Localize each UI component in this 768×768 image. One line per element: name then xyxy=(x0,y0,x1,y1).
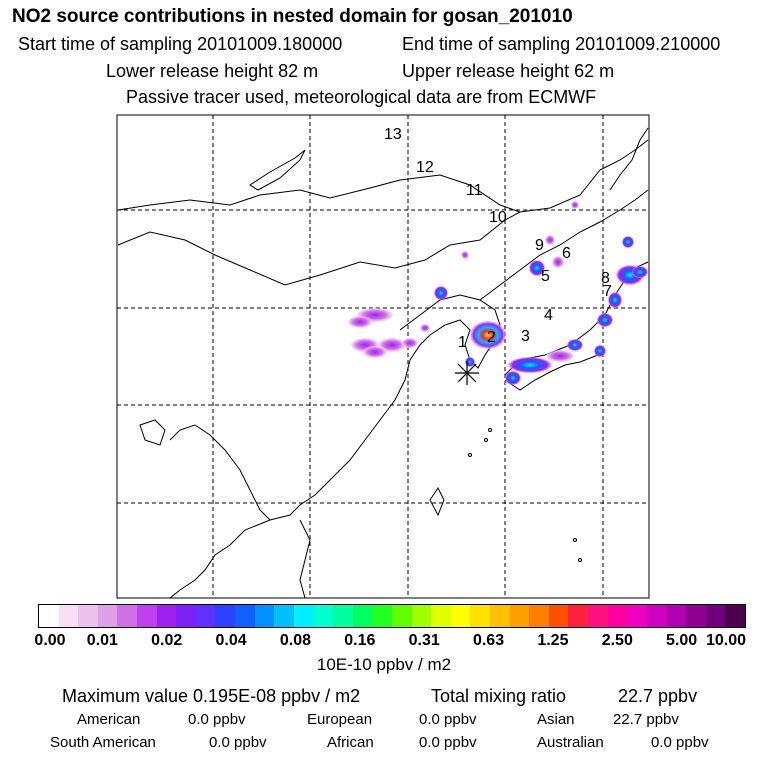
receptor-star-icon xyxy=(455,361,479,385)
region-value: 0.0 ppbv xyxy=(419,711,477,728)
colorbar-swatch xyxy=(156,605,177,627)
colorbar-swatch xyxy=(490,605,510,627)
region-value: 0.0 ppbv xyxy=(188,711,246,728)
track-label: 6 xyxy=(562,245,571,262)
colorbar-swatch xyxy=(137,605,157,627)
colorbar-swatch xyxy=(548,605,569,627)
upper-release-height: Upper release height 62 m xyxy=(402,61,615,81)
colorbar-tick-label: 0.63 xyxy=(472,632,505,649)
colorbar-swatch xyxy=(117,605,138,627)
colorbar-tick-label: 1.25 xyxy=(537,632,569,649)
trajectory-labels: 13 12 11 10 9 6 5 8 7 4 3 2 1 xyxy=(384,126,612,351)
colorbar-swatch xyxy=(254,605,275,627)
region-name: African xyxy=(327,734,374,751)
colorbar-swatch xyxy=(313,605,334,627)
total-mixing-ratio-label: Total mixing ratio xyxy=(431,686,567,706)
colorbar-tick-label: 0.01 xyxy=(86,632,118,649)
graticule xyxy=(117,115,649,598)
colorbar-swatch xyxy=(705,605,726,627)
region-name: American xyxy=(77,711,141,728)
colorbar-swatch xyxy=(411,605,432,627)
colorbar-swatch xyxy=(78,605,98,627)
colorbar-swatch xyxy=(686,605,706,627)
contribution-plumes xyxy=(348,201,648,385)
track-label: 13 xyxy=(384,126,402,143)
colorbar-swatch xyxy=(372,605,392,627)
track-label: 7 xyxy=(603,283,612,300)
colorbar-swatch xyxy=(293,605,314,627)
colorbar-tick-label: 0.04 xyxy=(215,632,247,649)
track-label: 4 xyxy=(544,307,553,324)
colorbar-swatch xyxy=(235,605,255,627)
colorbar-swatch xyxy=(646,605,667,627)
track-label: 3 xyxy=(521,328,530,345)
colorbar-swatch xyxy=(450,605,471,627)
tracer-note: Passive tracer used, meteorological data… xyxy=(126,87,597,107)
region-value: 0.0 ppbv xyxy=(419,734,477,751)
region-value: 0.0 ppbv xyxy=(651,734,709,751)
colorbar-swatch xyxy=(39,605,59,627)
colorbar-swatch xyxy=(666,605,687,627)
colorbar-tick-label: 0.00 xyxy=(34,632,66,649)
start-time: Start time of sampling 20101009.180000 xyxy=(18,34,343,54)
coastlines xyxy=(117,127,649,599)
colorbar-swatch xyxy=(97,605,118,627)
colorbar-tick-label: 10.00 xyxy=(705,632,747,649)
colorbar-swatch xyxy=(391,605,412,627)
maximum-value: Maximum value 0.195E-08 ppbv / m2 xyxy=(62,686,361,706)
colorbar-swatch xyxy=(509,605,530,627)
track-label: 9 xyxy=(535,237,544,254)
colorbar-swatch xyxy=(58,605,79,627)
region-name: Asian xyxy=(537,711,575,728)
track-label: 11 xyxy=(466,182,483,199)
region-value: 0.0 ppbv xyxy=(209,734,267,751)
track-label: 10 xyxy=(489,209,507,226)
source-contribution-map: 13 12 11 10 9 6 5 8 7 4 3 2 1 xyxy=(116,114,650,599)
colorbar-swatch xyxy=(470,605,491,627)
colorbar-swatch xyxy=(176,605,196,627)
colorbar-unit: 10E-10 ppbv / m2 xyxy=(316,655,452,674)
colorbar-swatch xyxy=(274,605,294,627)
colorbar-tick-label: 5.00 xyxy=(666,632,698,649)
colorbar-tick-label: 0.08 xyxy=(279,632,312,649)
colorbar-swatch xyxy=(725,605,745,627)
colorbar xyxy=(38,604,746,628)
region-name: European xyxy=(307,711,373,728)
colorbar-tick-label: 2.50 xyxy=(601,632,633,649)
colorbar-swatch xyxy=(195,605,216,627)
track-label: 2 xyxy=(487,329,496,346)
total-mixing-ratio-value: 22.7 ppbv xyxy=(618,686,698,706)
track-label: 12 xyxy=(416,159,434,176)
track-label: 5 xyxy=(541,268,550,285)
colorbar-swatch xyxy=(627,605,647,627)
colorbar-swatch xyxy=(215,605,236,627)
end-time: End time of sampling 20101009.210000 xyxy=(402,34,721,54)
colorbar-swatch xyxy=(431,605,451,627)
colorbar-ticks: 0.00 0.01 0.02 0.04 0.08 0.16 0.31 0.63 1.25 2.50… xyxy=(0,632,768,652)
region-value: 22.7 ppbv xyxy=(613,711,679,728)
islands xyxy=(468,428,582,562)
colorbar-swatch xyxy=(568,605,589,627)
colorbar-tick-label: 0.02 xyxy=(151,632,183,649)
track-label: 1 xyxy=(458,334,467,351)
region-name: South American xyxy=(50,734,156,751)
lower-release-height: Lower release height 82 m xyxy=(106,61,319,81)
colorbar-tick-label: 0.31 xyxy=(408,632,440,649)
track-label: 8 xyxy=(601,270,610,287)
colorbar-swatch xyxy=(607,605,628,627)
plot-title: NO2 source contributions in nested domai… xyxy=(12,6,573,27)
colorbar-swatch xyxy=(333,605,353,627)
colorbar-swatch xyxy=(352,605,373,627)
colorbar-tick-label: 0.16 xyxy=(344,632,376,649)
colorbar-swatch xyxy=(588,605,608,627)
region-name: Australian xyxy=(537,734,604,751)
colorbar-swatch xyxy=(529,605,549,627)
